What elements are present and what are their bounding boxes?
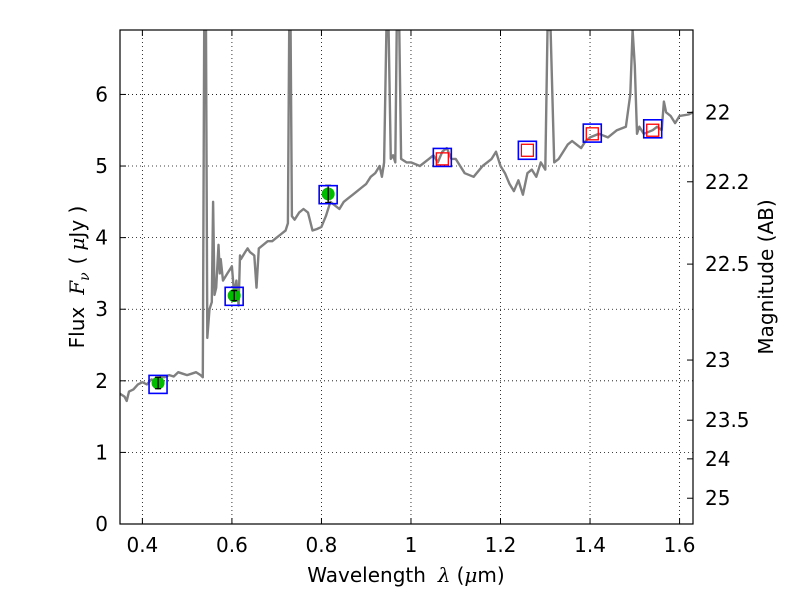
model-photometry-marker (318, 184, 338, 205)
y-axis-label: FluxFν(μJy ) (65, 206, 93, 349)
x-tick-label: 1.4 (574, 533, 606, 557)
model-photometry-marker (517, 140, 538, 161)
tick-layer: 0.4 0.6 0.8 1 1.2 1.4 1.601234562222.222.52323… (95, 30, 750, 557)
x-tick-label: 1.2 (485, 533, 517, 557)
model-photometry-marker (582, 123, 603, 143)
y2-tick-label: 22.5 (705, 252, 750, 276)
upper-limit-marker (435, 152, 449, 166)
upper-limit-marker (585, 127, 599, 141)
y2-tick-label: 23 (705, 348, 730, 372)
y-tick-label: 5 (95, 154, 108, 178)
points-layer (148, 119, 663, 395)
x-tick-label: 1.6 (664, 533, 696, 557)
x-tick-label: 0.4 (126, 533, 158, 557)
y-tick-label: 3 (95, 297, 108, 321)
y-tick-label: 6 (95, 82, 108, 106)
spectrum-line (120, 30, 693, 403)
y2-tick-label: 22 (705, 100, 730, 124)
model-photometry-marker (432, 147, 453, 168)
model-photometry-marker (148, 374, 168, 395)
x-tick-label: 0.8 (306, 533, 338, 557)
x-tick-label: 1 (405, 533, 418, 557)
y2-tick-label: 23.5 (705, 408, 750, 432)
y-tick-label: 4 (95, 226, 108, 250)
series-layer (120, 30, 693, 403)
upper-limit-marker (520, 143, 535, 157)
y2-tick-label: 22.2 (705, 170, 750, 194)
y-tick-label: 1 (95, 440, 108, 464)
plot-frame (119, 29, 694, 525)
y2-axis-label: Magnitude (AB) (754, 199, 778, 354)
model-photometry-marker (642, 119, 663, 139)
model-photometry-marker (224, 286, 244, 307)
x-axis-label: Wavelength λ (μm) (307, 563, 504, 587)
x-tick-label: 0.6 (216, 533, 248, 557)
y-tick-label: 2 (95, 369, 108, 393)
upper-limit-marker (646, 123, 660, 137)
y2-tick-label: 24 (705, 447, 730, 471)
y-tick-label: 0 (95, 512, 108, 536)
y2-tick-label: 25 (705, 486, 730, 510)
